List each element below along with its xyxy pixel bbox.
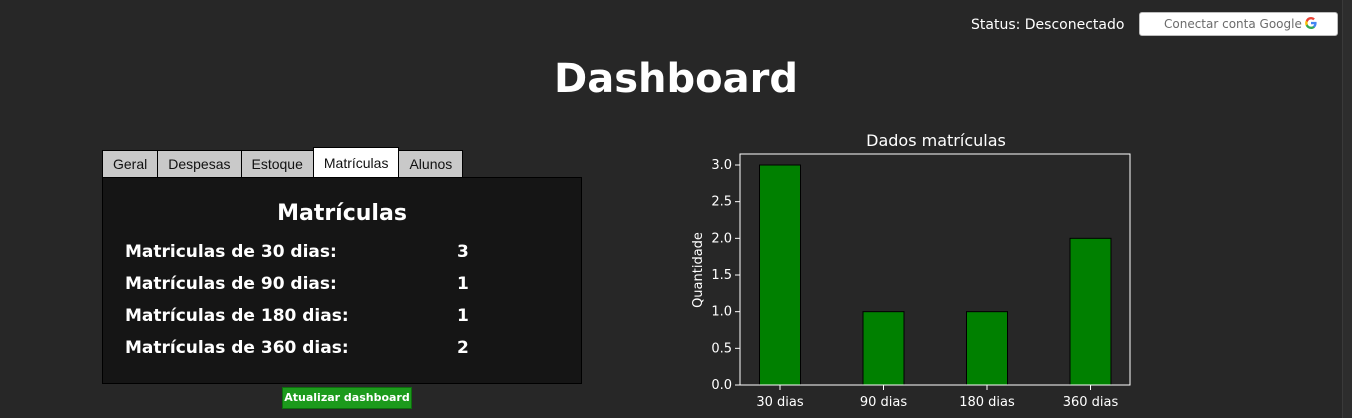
bar-360-dias [1069, 237, 1112, 386]
google-icon [1304, 16, 1318, 33]
chart-ylabel: Quantidade [691, 232, 706, 308]
tab-estoque[interactable]: Estoque [240, 150, 314, 178]
connect-google-button[interactable]: Conectar conta Google [1139, 12, 1338, 36]
chart-title: Dados matrículas [866, 131, 1006, 150]
bar-30-dias [759, 164, 801, 386]
row-label-30: Matriculas de 30 dias: [125, 242, 337, 262]
row-label-360: Matrículas de 360 dias: [125, 338, 349, 358]
tab-despesas[interactable]: Despesas [157, 150, 242, 178]
bar-180-dias [966, 311, 1008, 386]
tab-alunos[interactable]: Alunos [398, 150, 464, 178]
x-tick-label: 180 dias [959, 395, 1015, 410]
tab-geral[interactable]: Geral [102, 150, 159, 178]
x-tick-label: 90 dias [860, 395, 908, 410]
row-value-30: 3 [457, 242, 469, 262]
y-tick-label: 1.0 [711, 305, 732, 320]
x-tick-label: 30 dias [756, 395, 804, 410]
row-value-90: 1 [457, 274, 469, 294]
bar-90-dias [862, 311, 905, 386]
x-tick-label: 360 dias [1063, 395, 1119, 410]
refresh-dashboard-button[interactable]: Atualizar dashboard [282, 387, 412, 409]
y-tick-label: 3.0 [711, 158, 732, 173]
plot-frame [739, 153, 1131, 386]
connection-status: Status: Desconectado [971, 17, 1125, 33]
y-tick-label: 0.0 [711, 378, 732, 393]
page-title: Dashboard [554, 56, 798, 102]
row-value-180: 1 [457, 306, 469, 326]
tab-bar: Geral Despesas Estoque Matrículas Alunos [102, 147, 464, 178]
tab-matriculas[interactable]: Matrículas [312, 147, 400, 178]
matriculas-panel: Matrículas Matriculas de 30 dias: 3 Matr… [102, 177, 582, 384]
connect-google-label: Conectar conta Google [1164, 17, 1302, 31]
row-label-180: Matrículas de 180 dias: [125, 306, 349, 326]
y-tick-label: 2.0 [711, 231, 732, 246]
y-tick-label: 1.5 [711, 268, 732, 283]
row-label-90: Matrículas de 90 dias: [125, 274, 337, 294]
window-edge [1342, 0, 1352, 418]
y-tick-label: 0.5 [711, 341, 732, 356]
panel-title: Matrículas [277, 201, 407, 226]
row-value-360: 2 [457, 338, 469, 358]
y-tick-label: 2.5 [711, 195, 732, 210]
matriculas-chart: Dados matrículas Quantidade 0.0 0.5 1.0 1.5… [691, 131, 1131, 410]
